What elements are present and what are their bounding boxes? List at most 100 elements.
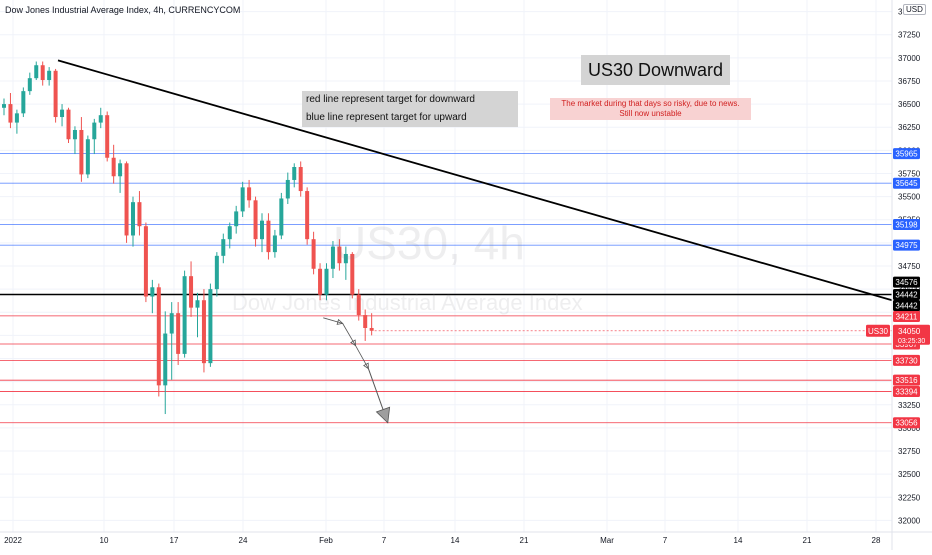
currency-badge[interactable]: USD (903, 4, 926, 15)
candle[interactable] (350, 252, 355, 299)
candle[interactable] (105, 111, 110, 162)
candle[interactable] (118, 159, 123, 193)
candle[interactable] (124, 161, 129, 243)
candle[interactable] (169, 302, 174, 380)
candle[interactable] (27, 72, 32, 95)
note-annotation[interactable]: red line represent target for downward b… (302, 91, 518, 127)
candle-body (47, 70, 52, 81)
candle[interactable] (60, 104, 65, 127)
price-level-label[interactable]: 34442 (893, 299, 920, 311)
candle[interactable] (131, 196, 135, 247)
candle[interactable] (182, 270, 187, 358)
candle[interactable] (330, 241, 335, 279)
candle[interactable] (201, 289, 206, 373)
price-level-bg (893, 177, 920, 189)
candle[interactable] (85, 135, 90, 179)
candle[interactable] (356, 289, 361, 321)
symbol-tag-text: US30 (868, 327, 889, 336)
projection-arrow[interactable] (342, 323, 356, 347)
projection-segment (342, 323, 356, 346)
candle[interactable] (285, 172, 290, 205)
price-level-label[interactable]: 33056 (893, 417, 920, 429)
candle[interactable] (72, 126, 77, 155)
candle[interactable] (47, 67, 52, 86)
candle[interactable] (156, 283, 161, 397)
projection-arrow[interactable] (355, 345, 369, 370)
candle[interactable] (227, 222, 232, 249)
candle[interactable] (240, 181, 245, 217)
candle[interactable] (150, 279, 155, 314)
candle[interactable] (298, 161, 303, 197)
price-level-bg (893, 288, 920, 300)
price-level-bg (893, 239, 920, 251)
current-price-label[interactable]: 34050 03:25:30 (893, 324, 930, 345)
candle[interactable] (214, 252, 219, 297)
price-level-bg (893, 354, 920, 366)
candle-body (221, 239, 226, 256)
current-price-text: 34050 (898, 327, 921, 336)
candle[interactable] (40, 61, 45, 86)
price-level-label[interactable]: 33394 (893, 385, 920, 397)
candle[interactable] (247, 179, 252, 208)
projection-arrow[interactable] (323, 317, 344, 325)
x-tick-label: Mar (600, 536, 614, 545)
candle[interactable] (8, 92, 13, 129)
candle[interactable] (292, 163, 297, 188)
candle-body (369, 327, 374, 331)
candle[interactable] (34, 61, 39, 81)
candle-body (318, 268, 323, 295)
candle[interactable] (343, 246, 348, 280)
candle[interactable] (143, 222, 148, 303)
candle[interactable] (53, 68, 58, 123)
price-level-label[interactable]: 34975 (893, 239, 920, 251)
price-level-label[interactable]: 35645 (893, 177, 920, 189)
chart-title[interactable]: Dow Jones Industrial Average Index, 4h, … (5, 5, 241, 15)
candle[interactable] (363, 309, 368, 341)
candle-body (337, 246, 342, 264)
candle[interactable] (266, 213, 271, 260)
candle[interactable] (163, 311, 168, 415)
candle[interactable] (260, 213, 264, 253)
candle[interactable] (369, 313, 374, 336)
y-tick-label: 32250 (898, 493, 921, 502)
candle[interactable] (324, 263, 329, 301)
price-level-label[interactable]: 34442 (893, 288, 920, 300)
candle[interactable] (195, 292, 200, 338)
candle[interactable] (66, 107, 71, 143)
candle[interactable] (98, 107, 103, 129)
candle[interactable] (176, 302, 181, 365)
price-level-label[interactable]: 35198 (893, 219, 920, 231)
candle[interactable] (111, 144, 116, 184)
candle[interactable] (234, 205, 239, 234)
candle[interactable] (279, 192, 284, 240)
price-level-label[interactable]: 33730 (893, 354, 920, 366)
candle[interactable] (14, 109, 19, 134)
headline-annotation[interactable]: US30 Downward (581, 55, 730, 85)
candle[interactable] (272, 229, 277, 258)
candle[interactable] (189, 261, 194, 317)
symbol-tag[interactable]: US30 (866, 324, 890, 337)
price-level-label[interactable]: 35965 (893, 148, 920, 160)
candle[interactable] (318, 263, 323, 301)
price-level-label[interactable]: 34576 (893, 276, 920, 288)
x-tick-label: 21 (803, 536, 812, 545)
candle[interactable] (305, 187, 310, 245)
candle[interactable] (79, 117, 84, 182)
candle-body (137, 202, 142, 227)
candle[interactable] (253, 196, 258, 247)
candle[interactable] (137, 191, 142, 236)
news-annotation[interactable]: The market during that days so risky, du… (550, 98, 751, 120)
candle[interactable] (311, 231, 316, 275)
candle[interactable] (208, 283, 213, 367)
candle[interactable] (21, 87, 26, 118)
candle[interactable] (92, 118, 97, 155)
candle[interactable] (221, 233, 226, 264)
price-level-label[interactable]: 33516 (893, 374, 920, 386)
price-level-label[interactable]: 34211 (893, 310, 920, 322)
candle[interactable] (2, 98, 6, 116)
candle[interactable] (337, 239, 342, 271)
projection-arrow[interactable] (367, 368, 391, 424)
descending-trendline[interactable] (57, 59, 893, 302)
